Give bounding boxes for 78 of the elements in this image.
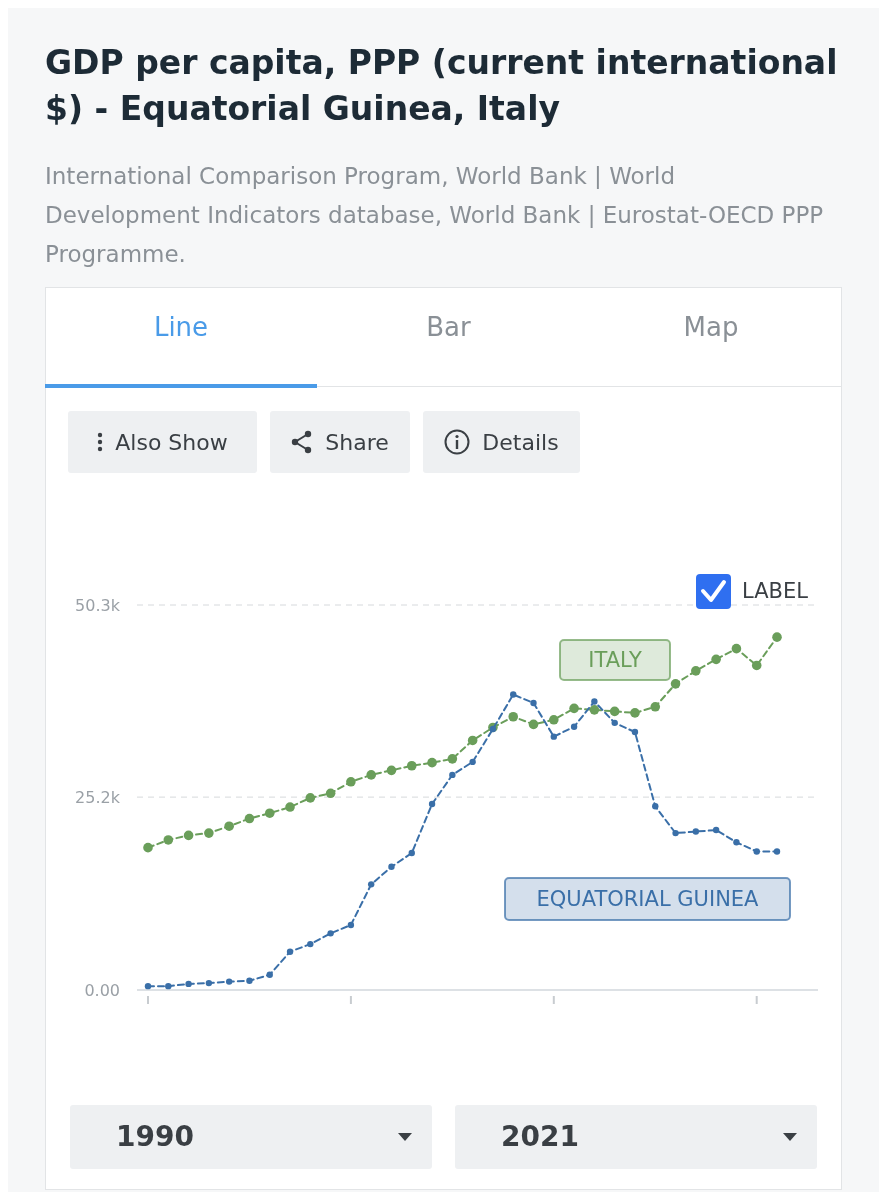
y-tick-label: 0.00 [84, 980, 120, 1000]
point [266, 971, 273, 978]
point [346, 777, 356, 787]
point [650, 702, 661, 712]
point [286, 948, 294, 955]
point [204, 828, 214, 838]
point [285, 802, 295, 812]
point [569, 703, 579, 714]
point [428, 800, 436, 808]
chart-title: GDP per capita, PPP (current international $) - Equatorial Guinea, Italy [45, 42, 839, 130]
text: Line [152, 312, 210, 342]
point [163, 835, 174, 845]
point [753, 848, 760, 855]
point [408, 849, 415, 857]
point [670, 679, 681, 689]
point [469, 758, 476, 766]
point [672, 829, 679, 837]
text: Also Show [115, 429, 228, 455]
text: LABEL [742, 579, 809, 604]
point [244, 813, 255, 824]
point [165, 982, 172, 990]
point [611, 719, 618, 727]
point [406, 760, 417, 771]
point [731, 643, 742, 654]
point [183, 830, 194, 841]
point [712, 826, 720, 834]
text: 1990 [116, 1120, 194, 1153]
point [508, 711, 519, 722]
point [224, 821, 234, 831]
point [773, 848, 781, 855]
point [609, 706, 620, 717]
point [307, 940, 314, 948]
point [751, 660, 762, 671]
chart-subtitle: International Comparison Program, World Bank | World Development Indicators database, World Bank | Eurostat-OECD PPP Programme. [45, 162, 825, 269]
point [733, 839, 740, 846]
point [143, 842, 153, 853]
point [589, 705, 600, 715]
point [367, 881, 375, 888]
point [772, 632, 782, 642]
point [630, 708, 640, 718]
point [305, 793, 316, 803]
point [264, 808, 275, 818]
y-tick-label: 50.3k [75, 595, 121, 615]
text: Details [482, 429, 559, 455]
point [549, 715, 559, 725]
text: 2021 [501, 1120, 579, 1153]
point [427, 757, 437, 768]
point [631, 728, 639, 736]
point [327, 930, 334, 937]
point [347, 921, 355, 929]
point [467, 735, 478, 746]
point [528, 719, 539, 730]
point [550, 733, 558, 740]
point [652, 803, 659, 810]
point [691, 666, 701, 676]
point [246, 977, 253, 985]
point [185, 980, 192, 988]
text: Bar [425, 312, 472, 342]
y-tick-label: 25.2k [75, 787, 121, 807]
point [388, 863, 395, 870]
point [225, 978, 233, 985]
point [510, 691, 517, 698]
point [144, 982, 152, 990]
point [711, 654, 721, 665]
point [570, 723, 578, 730]
point [447, 754, 458, 764]
point [692, 828, 700, 835]
point [449, 771, 456, 779]
point [205, 979, 213, 987]
point [325, 788, 336, 799]
point [366, 770, 376, 780]
point [591, 698, 598, 705]
point [386, 765, 397, 776]
series-label: ITALY [588, 648, 642, 673]
text: Share [325, 429, 389, 455]
point [530, 699, 537, 707]
text: Map [682, 312, 740, 342]
series-label: EQUATORIAL GUINEA [536, 887, 760, 912]
